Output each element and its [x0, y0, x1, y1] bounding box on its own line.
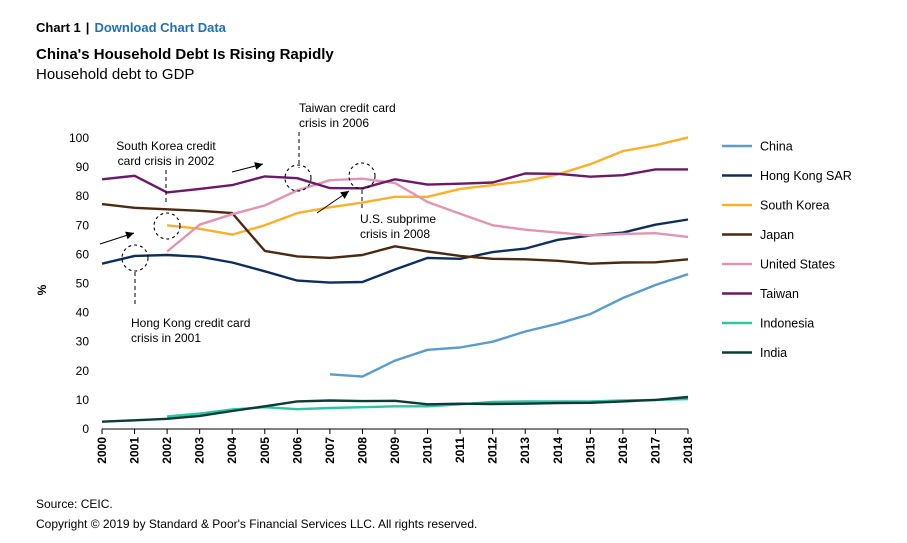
x-tick-label: 2006: [290, 437, 304, 464]
source-note: Source: CEIC.: [36, 497, 113, 511]
series-line-japan: [101, 202, 689, 265]
y-tick-label: 90: [76, 160, 90, 174]
y-tick-label: 40: [76, 306, 90, 320]
y-tick-label: 0: [82, 422, 89, 436]
x-tick-label: 2008: [355, 437, 369, 464]
annotation-taiwan-text: crisis in 2006: [299, 116, 369, 130]
series-line-india: [101, 395, 689, 423]
y-tick-label: 80: [76, 189, 90, 203]
y-tick-label: 30: [76, 335, 90, 349]
x-tick-label: 2005: [258, 437, 272, 464]
x-tick-label: 2004: [225, 437, 239, 464]
series-line-taiwan: [101, 168, 688, 194]
x-tick-label: 2015: [583, 437, 597, 464]
chart-number: Chart 1: [36, 20, 81, 35]
annotation-korea-circle: [153, 212, 181, 240]
y-tick-label: 70: [76, 218, 90, 232]
y-axis-label: %: [35, 284, 49, 295]
download-chart-data-link[interactable]: Download Chart Data: [94, 20, 226, 35]
annotation-taiwan-circle: [284, 164, 312, 192]
copyright-note: Copyright © 2019 by Standard & Poor's Fi…: [36, 517, 478, 531]
annotation-us-text: U.S. subprime: [360, 212, 436, 226]
x-tick-label: 2000: [95, 437, 109, 464]
x-tick-label: 2010: [421, 437, 435, 464]
annotation-hk-text: Hong Kong credit card: [131, 316, 250, 330]
x-tick-label: 2012: [486, 437, 500, 464]
annotation-us-arrow-head: [340, 191, 349, 199]
annotation-taiwan-text: Taiwan credit card: [299, 101, 396, 115]
x-tick-label: 2018: [681, 437, 695, 464]
x-tick-label: 2009: [388, 437, 402, 464]
legend-label: United States: [760, 258, 835, 272]
annotation-taiwan-arrow-head: [254, 162, 263, 170]
legend-label: Hong Kong SAR: [760, 169, 852, 183]
x-tick-label: 2017: [648, 437, 662, 464]
y-tick-label: 10: [76, 393, 90, 407]
series-line-united-states: [166, 177, 689, 253]
chart-subtitle: Household debt to GDP: [36, 66, 195, 83]
annotation-us-circle: [348, 162, 376, 190]
x-tick-label: 2014: [551, 437, 565, 464]
annotation-korea-text: South Korea credit: [116, 139, 216, 153]
x-tick-label: 2013: [518, 437, 532, 464]
legend-label: China: [760, 140, 793, 154]
legend-label: India: [760, 346, 787, 360]
x-tick-label: 2016: [616, 437, 630, 464]
y-tick-label: 50: [76, 277, 90, 291]
legend-label: Indonesia: [760, 317, 814, 331]
annotation-hk-text: crisis in 2001: [131, 331, 201, 345]
annotation-korea-arrow-head: [125, 231, 134, 240]
header-separator: |: [85, 20, 90, 35]
y-tick-label: 100: [69, 131, 89, 145]
y-tick-label: 60: [76, 247, 90, 261]
annotation-hk-circle: [121, 244, 149, 272]
legend-label: South Korea: [760, 199, 830, 213]
chart-header: Chart 1 | Download Chart Data: [36, 20, 226, 35]
x-tick-label: 2003: [193, 437, 207, 464]
x-tick-label: 2002: [160, 437, 174, 464]
x-tick-label: 2001: [128, 437, 142, 464]
legend-label: Japan: [760, 228, 794, 242]
series-line-south-korea: [166, 136, 689, 236]
x-tick-label: 2007: [323, 437, 337, 464]
x-tick-label: 2011: [453, 437, 467, 463]
annotation-korea-text: card crisis in 2002: [118, 154, 215, 168]
y-tick-label: 20: [76, 364, 90, 378]
chart-title: China's Household Debt Is Rising Rapidly: [36, 46, 334, 63]
legend-label: Taiwan: [760, 287, 799, 301]
series-line-china: [329, 273, 689, 378]
annotation-us-text: crisis in 2008: [360, 227, 430, 241]
